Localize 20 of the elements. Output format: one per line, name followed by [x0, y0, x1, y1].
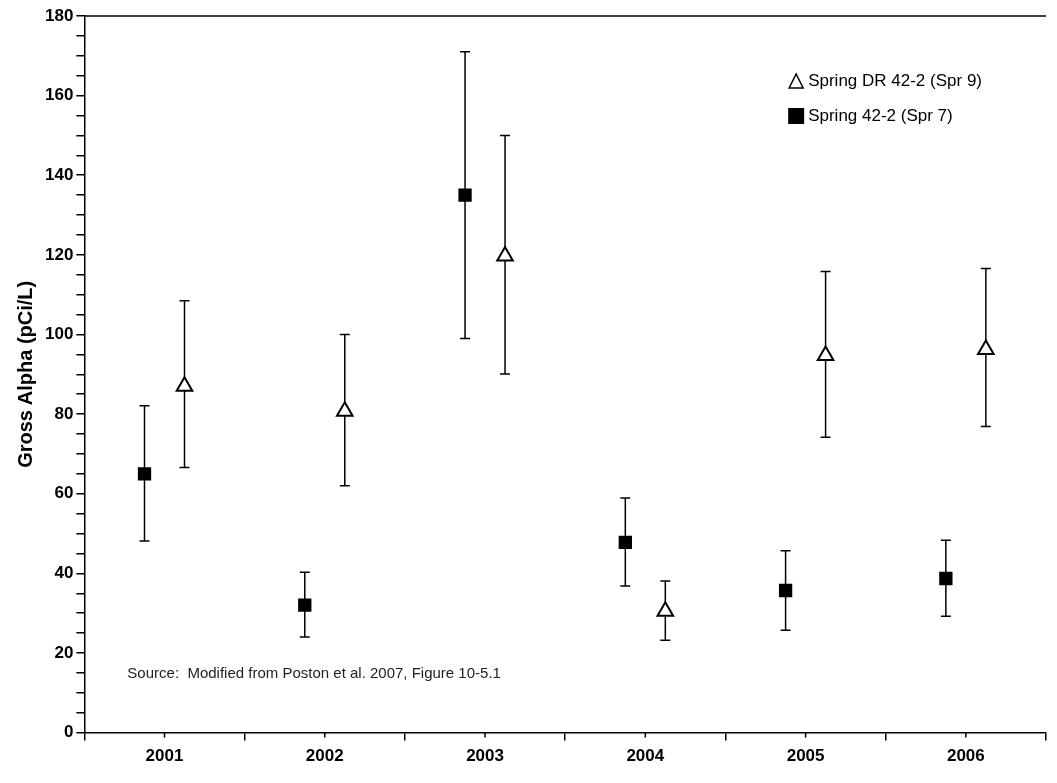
y-tick-label: 120 — [44, 244, 74, 264]
x-tick-label: 2006 — [946, 746, 985, 766]
y-tick-label: 140 — [44, 164, 74, 184]
x-tick-label: 2004 — [626, 746, 665, 766]
annotation: Source: Modified from Poston et al. 2007, Figure 10-5.1 — [127, 663, 501, 681]
y-tick-label: 20 — [54, 642, 74, 662]
y-tick-label: 180 — [44, 5, 74, 25]
y-tick-label: 0 — [63, 722, 74, 742]
y-tick-label: 60 — [54, 483, 74, 503]
x-tick-label: 2002 — [305, 746, 344, 766]
y-tick-label: 100 — [44, 324, 74, 344]
legend-label: Spring 42-2 (Spr 7) — [808, 105, 953, 125]
y-tick-label: 160 — [44, 85, 74, 105]
x-tick-label: 2001 — [145, 746, 184, 766]
y-tick-label: 80 — [54, 403, 74, 423]
legend-label: Spring DR 42-2 (Spr 9) — [808, 70, 982, 90]
x-tick-label: 2003 — [466, 746, 504, 766]
y-tick-label: 40 — [54, 563, 74, 583]
y-axis-title: Gross Alpha (pCi/L) — [13, 280, 36, 468]
x-tick-label: 2005 — [786, 746, 825, 766]
